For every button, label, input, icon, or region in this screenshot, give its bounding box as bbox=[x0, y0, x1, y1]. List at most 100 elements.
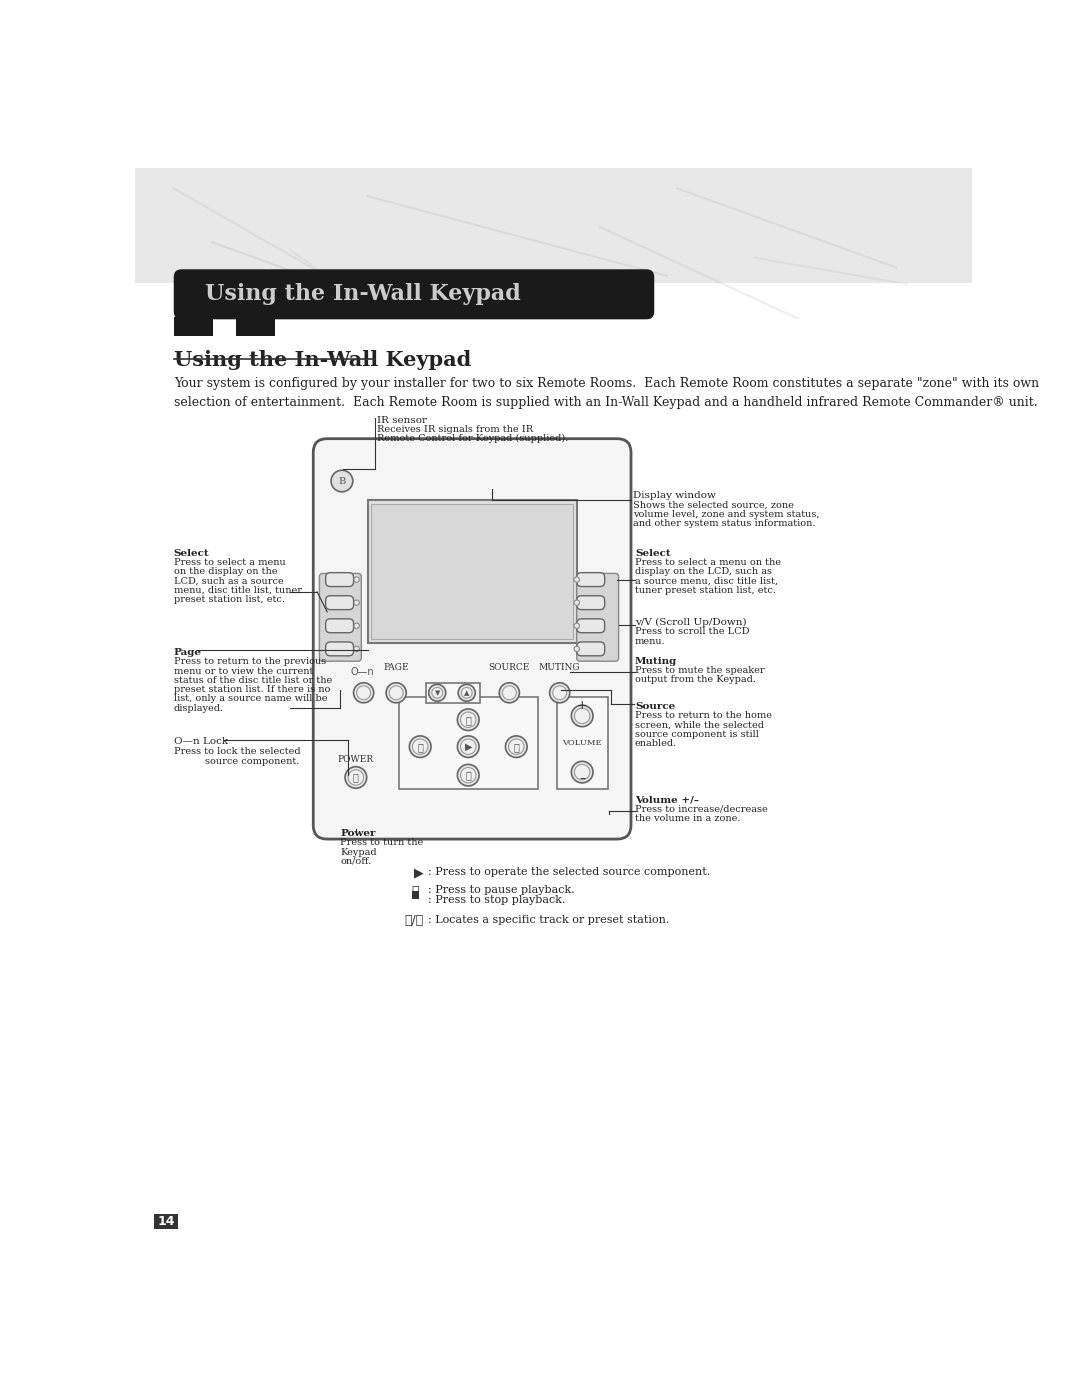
Text: ▶: ▶ bbox=[464, 742, 472, 752]
Text: list, only a source name will be: list, only a source name will be bbox=[174, 694, 327, 703]
Text: Keypad: Keypad bbox=[340, 848, 377, 856]
Text: ⏸: ⏸ bbox=[465, 715, 471, 725]
Text: Using the In-Wall Keypad: Using the In-Wall Keypad bbox=[205, 284, 521, 306]
Text: on the display on the: on the display on the bbox=[174, 567, 278, 577]
Text: ▶: ▶ bbox=[414, 866, 423, 879]
FancyBboxPatch shape bbox=[426, 683, 480, 703]
Text: VOLUME: VOLUME bbox=[563, 739, 602, 747]
Text: : Press to operate the selected source component.: : Press to operate the selected source c… bbox=[428, 866, 711, 877]
Circle shape bbox=[345, 767, 367, 788]
Text: preset station list, etc.: preset station list, etc. bbox=[174, 595, 285, 604]
Circle shape bbox=[553, 686, 567, 700]
Circle shape bbox=[575, 599, 580, 605]
Text: Select: Select bbox=[635, 549, 671, 557]
Text: tuner preset station list, etc.: tuner preset station list, etc. bbox=[635, 585, 775, 595]
Text: +: + bbox=[577, 700, 588, 712]
FancyBboxPatch shape bbox=[313, 439, 631, 840]
Circle shape bbox=[502, 686, 516, 700]
Text: ▲: ▲ bbox=[464, 690, 470, 696]
Circle shape bbox=[461, 687, 472, 698]
Circle shape bbox=[505, 736, 527, 757]
Text: MUTING: MUTING bbox=[539, 662, 581, 672]
Circle shape bbox=[354, 599, 360, 605]
Circle shape bbox=[460, 767, 476, 782]
FancyBboxPatch shape bbox=[326, 595, 353, 609]
Bar bbox=[411, 891, 419, 900]
FancyBboxPatch shape bbox=[326, 619, 353, 633]
Text: ⏹: ⏹ bbox=[465, 770, 471, 780]
Text: LCD, such as a source: LCD, such as a source bbox=[174, 577, 283, 585]
Text: Display window: Display window bbox=[633, 490, 716, 500]
Text: –: – bbox=[579, 773, 585, 785]
Circle shape bbox=[387, 683, 406, 703]
Text: Muting: Muting bbox=[635, 657, 677, 665]
Circle shape bbox=[354, 623, 360, 629]
FancyBboxPatch shape bbox=[372, 504, 572, 638]
Circle shape bbox=[332, 471, 353, 492]
Text: Press to return to the previous: Press to return to the previous bbox=[174, 658, 326, 666]
Text: Press to return to the home: Press to return to the home bbox=[635, 711, 772, 721]
Circle shape bbox=[460, 712, 476, 728]
Text: preset station list. If there is no: preset station list. If there is no bbox=[174, 685, 330, 694]
FancyBboxPatch shape bbox=[577, 643, 605, 655]
Circle shape bbox=[575, 708, 590, 724]
Text: Shows the selected source, zone: Shows the selected source, zone bbox=[633, 500, 794, 510]
Text: menu.: menu. bbox=[635, 637, 665, 645]
Text: POWER: POWER bbox=[338, 756, 374, 764]
Circle shape bbox=[458, 708, 480, 731]
Circle shape bbox=[575, 577, 580, 583]
Text: selection of entertainment.  Each Remote Room is supplied with an In-Wall Keypad: selection of entertainment. Each Remote … bbox=[174, 397, 1038, 409]
Text: Press to turn the: Press to turn the bbox=[340, 838, 423, 848]
Circle shape bbox=[348, 770, 364, 785]
FancyBboxPatch shape bbox=[557, 697, 608, 789]
FancyBboxPatch shape bbox=[577, 573, 605, 587]
Text: 14: 14 bbox=[158, 1215, 175, 1228]
Text: and other system status information.: and other system status information. bbox=[633, 518, 815, 528]
Text: screen, while the selected: screen, while the selected bbox=[635, 721, 764, 729]
FancyBboxPatch shape bbox=[135, 168, 972, 284]
Text: Using the In-Wall Keypad: Using the In-Wall Keypad bbox=[174, 351, 471, 370]
Text: source component.: source component. bbox=[205, 757, 299, 766]
FancyBboxPatch shape bbox=[235, 317, 274, 337]
FancyBboxPatch shape bbox=[577, 595, 605, 609]
Circle shape bbox=[353, 683, 374, 703]
FancyBboxPatch shape bbox=[367, 500, 577, 643]
Text: a source menu, disc title list,: a source menu, disc title list, bbox=[635, 577, 778, 585]
Text: : Locates a specific track or preset station.: : Locates a specific track or preset sta… bbox=[428, 915, 670, 925]
Text: O—n Lock: O—n Lock bbox=[174, 736, 228, 746]
Text: source component is still: source component is still bbox=[635, 729, 759, 739]
Text: Select: Select bbox=[174, 549, 210, 557]
Text: Press to select a menu: Press to select a menu bbox=[174, 557, 285, 567]
Circle shape bbox=[575, 623, 580, 629]
Circle shape bbox=[458, 764, 480, 787]
Text: Your system is configured by your installer for two to six Remote Rooms.  Each R: Your system is configured by your instal… bbox=[174, 377, 1039, 390]
Text: PAGE: PAGE bbox=[383, 662, 409, 672]
Text: : Press to stop playback.: : Press to stop playback. bbox=[428, 895, 566, 905]
Text: SOURCE: SOURCE bbox=[488, 662, 530, 672]
Bar bbox=[135, 320, 972, 1243]
Circle shape bbox=[571, 705, 593, 726]
Text: on/off.: on/off. bbox=[340, 856, 372, 866]
Text: ⏮: ⏮ bbox=[417, 742, 423, 752]
Circle shape bbox=[575, 647, 580, 651]
Circle shape bbox=[409, 736, 431, 757]
Circle shape bbox=[458, 736, 480, 757]
Circle shape bbox=[429, 685, 446, 701]
Text: menu, disc title list, tuner: menu, disc title list, tuner bbox=[174, 585, 301, 595]
Text: v/V (Scroll Up/Down): v/V (Scroll Up/Down) bbox=[635, 617, 746, 627]
FancyBboxPatch shape bbox=[326, 643, 353, 655]
Bar bbox=[154, 1214, 177, 1229]
FancyBboxPatch shape bbox=[174, 317, 213, 337]
Text: O—n: O—n bbox=[350, 666, 374, 678]
FancyBboxPatch shape bbox=[399, 697, 538, 789]
Circle shape bbox=[509, 739, 524, 754]
Text: Power: Power bbox=[340, 828, 376, 838]
Text: Press to lock the selected: Press to lock the selected bbox=[174, 747, 300, 756]
Text: menu or to view the current: menu or to view the current bbox=[174, 666, 313, 676]
Text: display on the LCD, such as: display on the LCD, such as bbox=[635, 567, 772, 577]
FancyBboxPatch shape bbox=[577, 573, 619, 661]
Circle shape bbox=[354, 577, 360, 583]
Text: : Press to pause playback.: : Press to pause playback. bbox=[428, 886, 575, 895]
FancyBboxPatch shape bbox=[577, 619, 605, 633]
Text: status of the disc title list or the: status of the disc title list or the bbox=[174, 676, 332, 685]
